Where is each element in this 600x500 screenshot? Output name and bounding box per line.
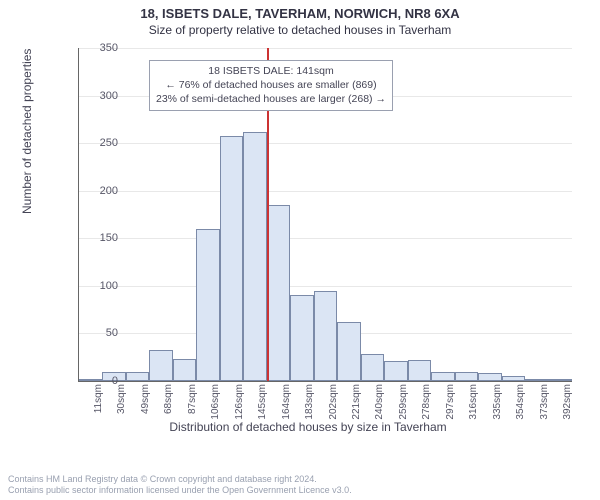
x-tick-label: 68sqm: [163, 384, 174, 424]
footer-line: Contains HM Land Registry data © Crown c…: [8, 474, 352, 485]
x-tick-label: 145sqm: [257, 384, 268, 424]
x-tick-label: 278sqm: [421, 384, 432, 424]
histogram-bar: [196, 229, 219, 381]
histogram-bar: [267, 205, 290, 381]
x-tick-label: 106sqm: [210, 384, 221, 424]
y-tick-label: 250: [88, 137, 118, 149]
histogram-bar: [149, 350, 172, 381]
x-tick-label: 297sqm: [445, 384, 456, 424]
footer-attribution: Contains HM Land Registry data © Crown c…: [8, 474, 352, 497]
x-tick-label: 202sqm: [328, 384, 339, 424]
page-title: 18, ISBETS DALE, TAVERHAM, NORWICH, NR8 …: [0, 0, 600, 21]
gridline: [79, 48, 572, 49]
histogram-bar: [290, 295, 313, 381]
histogram-bar: [455, 372, 478, 382]
histogram-bar: [337, 322, 360, 381]
histogram-bar: [408, 360, 431, 381]
plot-area: 18 ISBETS DALE: 141sqm← 76% of detached …: [78, 48, 572, 382]
histogram-chart: Number of detached properties 18 ISBETS …: [38, 44, 578, 420]
gridline: [79, 238, 572, 239]
y-tick-label: 200: [88, 185, 118, 197]
x-tick-label: 30sqm: [116, 384, 127, 424]
x-tick-label: 11sqm: [93, 384, 104, 424]
callout-box: 18 ISBETS DALE: 141sqm← 76% of detached …: [149, 60, 393, 111]
histogram-bar: [361, 354, 384, 381]
x-tick-label: 240sqm: [374, 384, 385, 424]
gridline: [79, 191, 572, 192]
x-tick-label: 221sqm: [351, 384, 362, 424]
histogram-bar: [126, 372, 149, 382]
callout-line: ← 76% of detached houses are smaller (86…: [156, 78, 386, 92]
histogram-bar: [478, 373, 501, 381]
x-tick-label: 164sqm: [281, 384, 292, 424]
x-tick-label: 259sqm: [398, 384, 409, 424]
footer-line: Contains public sector information licen…: [8, 485, 352, 496]
gridline: [79, 143, 572, 144]
x-tick-label: 49sqm: [140, 384, 151, 424]
y-axis-label: Number of detached properties: [20, 49, 34, 214]
y-tick-label: 150: [88, 232, 118, 244]
histogram-bar: [173, 359, 196, 381]
gridline: [79, 286, 572, 287]
histogram-bar: [502, 376, 525, 381]
histogram-bar: [220, 136, 243, 381]
y-tick-label: 350: [88, 42, 118, 54]
x-tick-label: 183sqm: [304, 384, 315, 424]
x-tick-label: 373sqm: [539, 384, 550, 424]
histogram-bar: [384, 361, 407, 381]
y-tick-label: 300: [88, 90, 118, 102]
x-tick-label: 392sqm: [562, 384, 573, 424]
callout-line: 23% of semi-detached houses are larger (…: [156, 92, 386, 106]
y-tick-label: 100: [88, 280, 118, 292]
x-tick-label: 126sqm: [234, 384, 245, 424]
x-tick-label: 87sqm: [187, 384, 198, 424]
histogram-bar: [243, 132, 266, 381]
page-subtitle: Size of property relative to detached ho…: [0, 21, 600, 37]
histogram-bar: [549, 379, 572, 381]
y-tick-label: 50: [88, 327, 118, 339]
x-tick-label: 316sqm: [468, 384, 479, 424]
histogram-bar: [314, 291, 337, 381]
x-tick-label: 335sqm: [492, 384, 503, 424]
callout-line: 18 ISBETS DALE: 141sqm: [156, 64, 386, 78]
histogram-bar: [525, 379, 548, 381]
histogram-bar: [431, 372, 454, 382]
x-tick-label: 354sqm: [515, 384, 526, 424]
